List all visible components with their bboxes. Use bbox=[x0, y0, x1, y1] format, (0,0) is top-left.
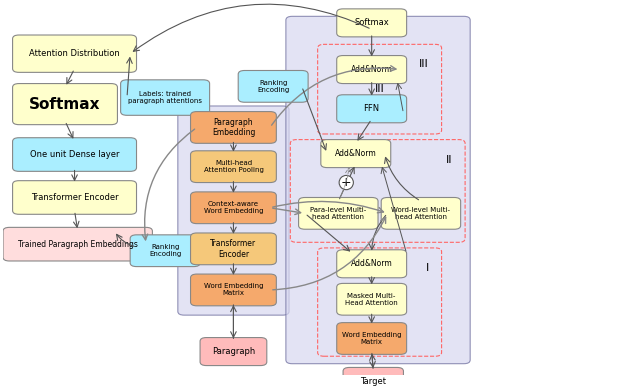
Text: Softmax: Softmax bbox=[29, 96, 100, 112]
FancyBboxPatch shape bbox=[13, 83, 118, 125]
FancyBboxPatch shape bbox=[130, 235, 200, 267]
FancyBboxPatch shape bbox=[200, 338, 267, 366]
FancyBboxPatch shape bbox=[3, 227, 152, 261]
Text: Transformer Encoder: Transformer Encoder bbox=[31, 193, 118, 202]
Text: Ranking
Encoding: Ranking Encoding bbox=[257, 80, 289, 93]
FancyBboxPatch shape bbox=[120, 80, 210, 115]
Text: Transformer
Encoder: Transformer Encoder bbox=[211, 239, 257, 259]
FancyBboxPatch shape bbox=[337, 323, 406, 354]
FancyBboxPatch shape bbox=[191, 233, 276, 265]
FancyBboxPatch shape bbox=[337, 283, 406, 315]
Text: I: I bbox=[426, 263, 429, 273]
Text: FFN: FFN bbox=[364, 104, 380, 113]
FancyBboxPatch shape bbox=[13, 181, 136, 214]
FancyBboxPatch shape bbox=[13, 138, 136, 171]
Text: Add&Norm: Add&Norm bbox=[351, 65, 392, 74]
FancyBboxPatch shape bbox=[13, 35, 136, 72]
FancyBboxPatch shape bbox=[337, 250, 406, 278]
Text: Softmax: Softmax bbox=[355, 19, 389, 27]
FancyBboxPatch shape bbox=[337, 9, 406, 37]
FancyBboxPatch shape bbox=[299, 198, 378, 229]
FancyBboxPatch shape bbox=[381, 198, 461, 229]
Text: +: + bbox=[341, 176, 351, 189]
FancyBboxPatch shape bbox=[191, 112, 276, 143]
Text: Paragraph: Paragraph bbox=[212, 347, 255, 356]
Text: Context-aware
Word Embedding: Context-aware Word Embedding bbox=[204, 201, 263, 214]
FancyBboxPatch shape bbox=[191, 192, 276, 223]
Text: Labels: trained
paragraph attentions: Labels: trained paragraph attentions bbox=[128, 91, 202, 104]
FancyBboxPatch shape bbox=[337, 95, 406, 123]
FancyBboxPatch shape bbox=[286, 16, 470, 364]
Text: Trained Paragraph Embeddings: Trained Paragraph Embeddings bbox=[18, 240, 138, 249]
Text: Add&Norm: Add&Norm bbox=[351, 259, 392, 268]
FancyBboxPatch shape bbox=[191, 151, 276, 183]
Text: Word Embedding
Matrix: Word Embedding Matrix bbox=[342, 332, 401, 345]
FancyBboxPatch shape bbox=[178, 106, 289, 315]
Text: Multi-head
Attention Pooling: Multi-head Attention Pooling bbox=[204, 160, 264, 173]
FancyBboxPatch shape bbox=[191, 274, 276, 306]
Text: Add&Norm: Add&Norm bbox=[335, 149, 377, 158]
Text: Word-level Multi-
head Attention: Word-level Multi- head Attention bbox=[392, 207, 451, 220]
FancyBboxPatch shape bbox=[343, 367, 403, 386]
Text: III: III bbox=[419, 59, 429, 69]
FancyBboxPatch shape bbox=[337, 56, 406, 83]
Text: Para-level Multi-
head Attention: Para-level Multi- head Attention bbox=[310, 207, 367, 220]
Text: Masked Multi-
Head Attention: Masked Multi- Head Attention bbox=[346, 293, 398, 306]
Text: Paragraph
Embedding: Paragraph Embedding bbox=[212, 118, 255, 137]
Text: Attention Distribution: Attention Distribution bbox=[29, 49, 120, 58]
Text: One unit Dense layer: One unit Dense layer bbox=[30, 150, 119, 159]
Text: II: II bbox=[446, 154, 452, 164]
FancyBboxPatch shape bbox=[321, 140, 391, 168]
Text: III: III bbox=[375, 84, 385, 94]
Text: Ranking
Encoding: Ranking Encoding bbox=[149, 244, 181, 257]
FancyBboxPatch shape bbox=[238, 71, 308, 102]
Text: Word Embedding
Matrix: Word Embedding Matrix bbox=[204, 283, 263, 296]
Text: Target: Target bbox=[360, 377, 387, 386]
